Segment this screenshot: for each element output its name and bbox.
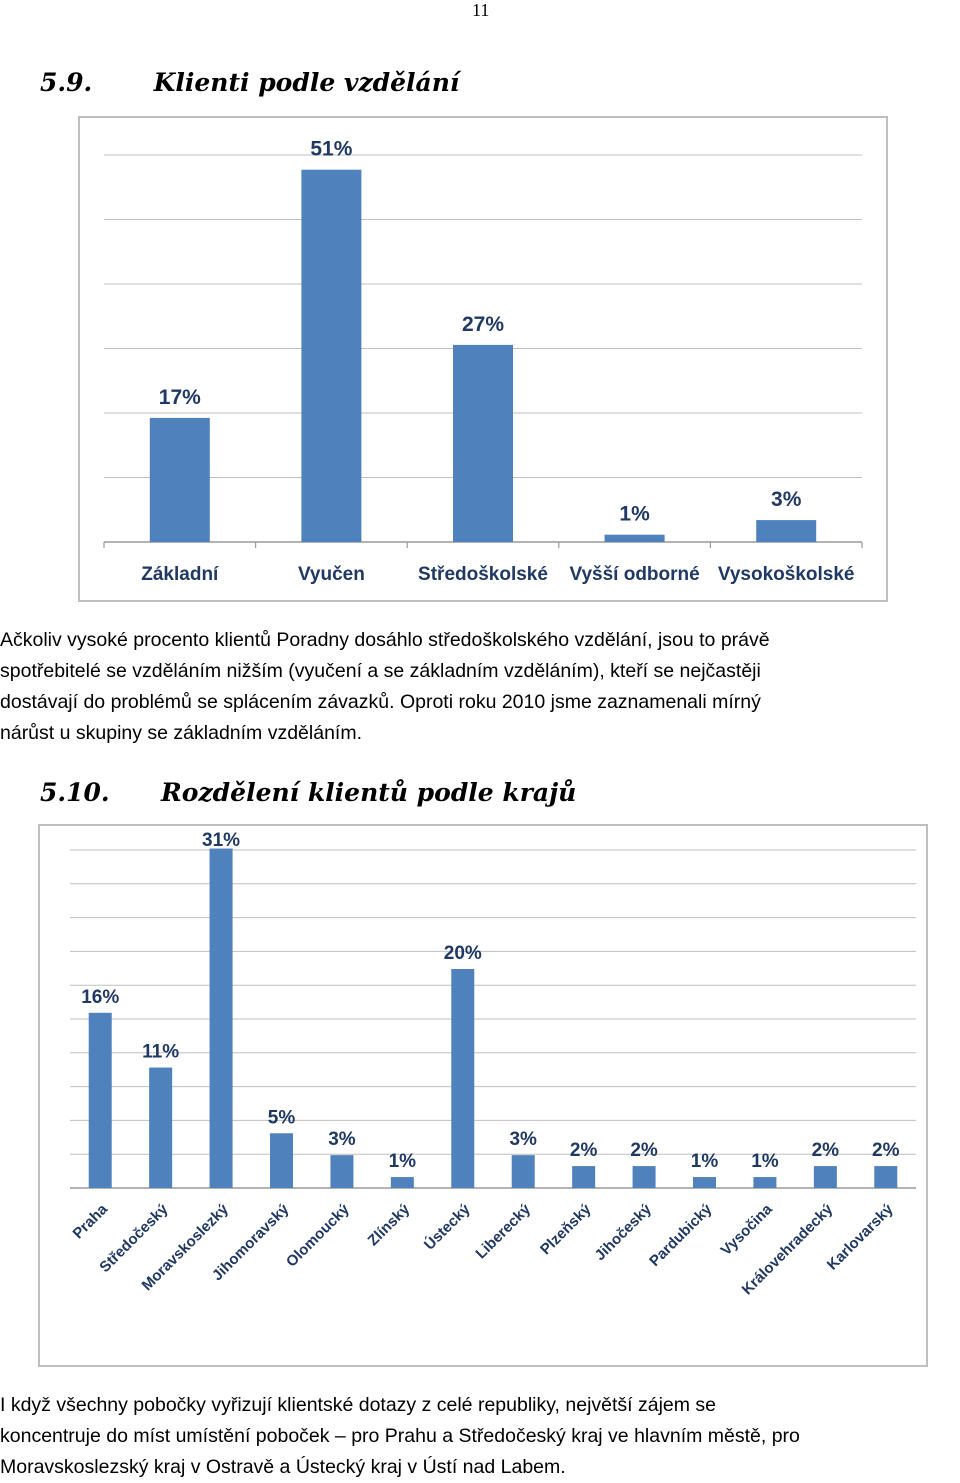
section-title: Klienti podle vzdělání <box>153 68 460 97</box>
data-label: 3% <box>509 1129 537 1150</box>
section-number: 5.9. <box>40 68 93 97</box>
section-heading-regions: 5.10. Rozdělení klientů podle krajů <box>40 778 576 807</box>
bar <box>756 520 817 542</box>
paragraph-line: dostávají do problémů se splácením závaz… <box>0 691 761 713</box>
data-label: 2% <box>630 1140 658 1161</box>
paragraph-line: spotřebitelé se vzděláním nižším (vyučen… <box>0 660 761 682</box>
paragraph-line: koncentruje do míst umístění poboček – p… <box>0 1425 800 1447</box>
paragraph-line: Ačkoliv vysoké procento klientů Poradny … <box>0 629 770 651</box>
bar <box>451 969 475 1188</box>
section-title: Rozdělení klientů podle krajů <box>161 778 577 807</box>
category-label: Olomoucký <box>283 1200 353 1270</box>
data-label: 20% <box>444 943 482 964</box>
data-label: 5% <box>268 1107 296 1128</box>
bar <box>453 344 513 542</box>
category-label: Vysočina <box>718 1200 777 1259</box>
bar <box>511 1155 535 1188</box>
category-label: Ústecký <box>420 1200 474 1254</box>
category-label: Zlínský <box>365 1200 414 1249</box>
category-label: Plzeňský <box>537 1200 595 1258</box>
data-label: 16% <box>81 987 119 1008</box>
category-label: Středoškolské <box>418 564 548 585</box>
regions-chart-svg: 16%Praha11%Středočeský31%Moravskoslezký5… <box>70 830 916 1298</box>
data-label: 11% <box>142 1042 179 1063</box>
bar <box>149 1067 173 1188</box>
data-label: 31% <box>202 830 240 851</box>
data-label: 3% <box>328 1129 356 1150</box>
bar <box>209 848 233 1188</box>
category-label: Vysokoškolské <box>718 564 855 585</box>
bar <box>270 1133 293 1188</box>
bar <box>390 1177 414 1188</box>
data-label: 1% <box>691 1151 719 1172</box>
data-label: 2% <box>570 1140 598 1161</box>
paragraph-line: I když všechny pobočky vyřizují klientsk… <box>0 1394 717 1416</box>
category-label: Praha <box>70 1200 112 1242</box>
data-label: 3% <box>771 488 802 511</box>
category-label: Vyšší odborné <box>569 564 699 585</box>
bar <box>874 1166 898 1188</box>
bar <box>330 1155 354 1188</box>
bar <box>301 169 362 542</box>
bar <box>632 1166 656 1188</box>
education-chart: 17% Základní 51% Vyučen 27% Středoškolské 1% Vy… <box>78 116 888 602</box>
bar <box>813 1166 837 1188</box>
bar <box>88 1012 112 1188</box>
data-label: 51% <box>310 138 352 161</box>
category-label: Pardubický <box>646 1200 716 1270</box>
page-number: 11 <box>472 0 490 20</box>
regions-chart: 16% Praha 11% Středočeský 31% Moravskoslezký 5… <box>38 824 928 1367</box>
paragraph-education: Ačkoliv vysoké procento klientů Poradny … <box>0 625 770 749</box>
section-number: 5.10. <box>40 778 110 807</box>
data-label: 27% <box>462 313 504 336</box>
category-label: Karlovarský <box>824 1200 897 1273</box>
category-label: Vyučen <box>298 564 365 585</box>
category-label: Základní <box>141 564 219 585</box>
category-label: Liberecký <box>472 1200 534 1262</box>
paragraph-line: nárůst u skupiny se základním vzděláním. <box>0 722 363 744</box>
bar <box>753 1177 777 1188</box>
education-chart-svg: 17% Základní 51% Vyučen 27% Středoškolské 1% Vy… <box>103 138 863 585</box>
bar <box>693 1177 716 1188</box>
data-label: 1% <box>389 1151 417 1172</box>
data-label: 1% <box>751 1151 779 1172</box>
data-label: 1% <box>619 503 650 526</box>
paragraph-line: Moravskoslezský kraj v Ostravě a Ústecký… <box>0 1456 566 1478</box>
data-label: 2% <box>812 1140 840 1161</box>
data-label: 2% <box>872 1140 900 1161</box>
section-heading-education: 5.9. Klienti podle vzdělání <box>40 68 459 97</box>
bar <box>149 417 210 542</box>
data-label: 17% <box>159 386 201 409</box>
paragraph-regions: I když všechny pobočky vyřizují klientsk… <box>0 1390 800 1483</box>
bar <box>572 1166 596 1188</box>
category-label: Jihočeský <box>592 1200 656 1264</box>
bar <box>604 534 665 542</box>
